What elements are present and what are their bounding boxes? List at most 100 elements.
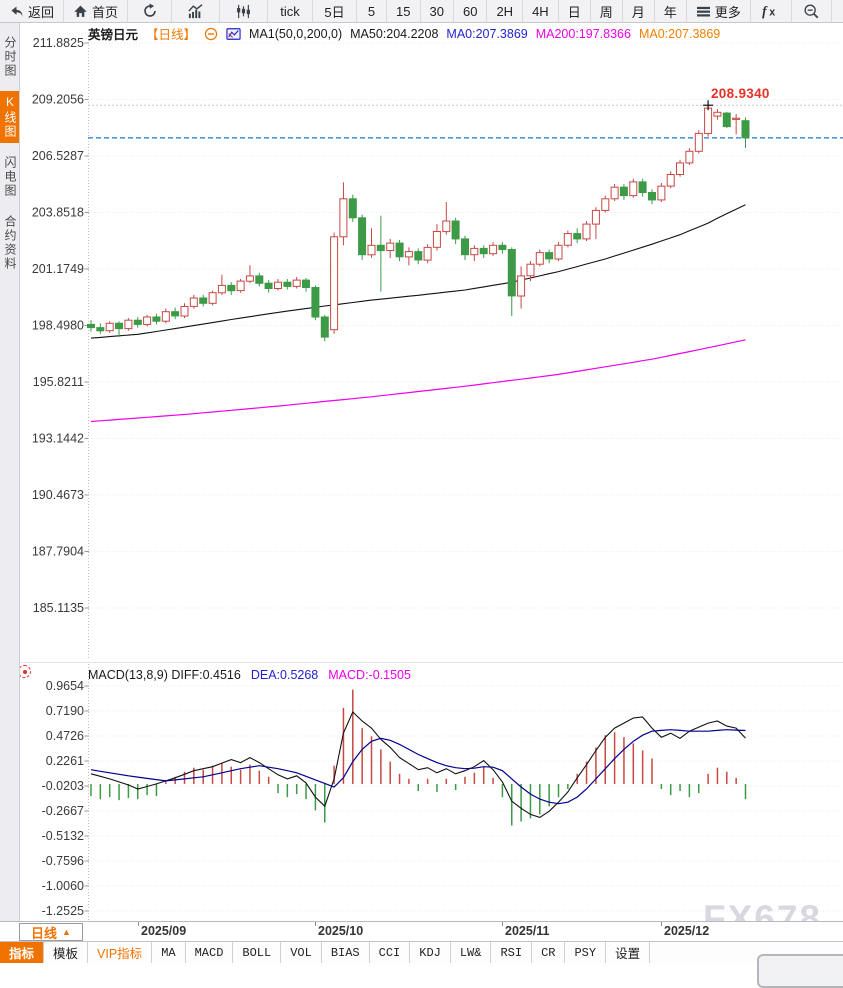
menu-icon (696, 5, 711, 18)
period-15-button[interactable]: 15 (387, 0, 420, 22)
tab-cr[interactable]: CR (532, 942, 565, 963)
svg-text:190.4673: 190.4673 (32, 488, 84, 502)
more-button[interactable]: 更多 (687, 0, 751, 22)
tab-settings[interactable]: 设置 (606, 942, 650, 963)
period-60-button[interactable]: 60 (454, 0, 487, 22)
sidebar-item-lightning-chart[interactable]: 闪电图 (0, 152, 19, 202)
period-month-button[interactable]: 月 (623, 0, 655, 22)
period-2h-button[interactable]: 2H (487, 0, 523, 22)
chevron-up-icon: ▲ (62, 928, 71, 937)
period-tick-button[interactable]: tick (268, 0, 313, 22)
toolbar-item-label: 2H (496, 4, 513, 19)
macd-chart-plot[interactable] (88, 664, 843, 920)
period-day-button[interactable]: 日 (559, 0, 591, 22)
tab-psy[interactable]: PSY (565, 942, 606, 963)
svg-text:206.5287: 206.5287 (32, 149, 84, 163)
month-label: 2025/11 (505, 924, 550, 938)
collapse-icon[interactable] (204, 27, 218, 41)
svg-text:185.1135: 185.1135 (33, 601, 84, 615)
sidebar-item-kline-chart[interactable]: K线图 (0, 91, 19, 143)
tab-ma[interactable]: MA (152, 942, 185, 963)
toolbar-item-label: 5日 (324, 2, 344, 21)
refresh-button[interactable] (128, 0, 172, 22)
svg-text:x: x (769, 6, 775, 18)
svg-text:0.4726: 0.4726 (46, 729, 84, 743)
svg-text:-1.2525: -1.2525 (42, 904, 84, 918)
toolbar-item-label: 周 (600, 2, 613, 21)
tab-bias[interactable]: BIAS (322, 942, 370, 963)
home-icon (73, 4, 88, 19)
toolbar-item-label: 日 (568, 2, 581, 21)
legend-segment: MA1(50,0,200,0) (249, 27, 342, 41)
tab-indicator[interactable]: 指标 (0, 942, 44, 963)
chart-type-sidebar: 分时图 K线图闪电图合约资料 (0, 23, 20, 921)
candlestick-icon (235, 4, 252, 19)
svg-text:203.8518: 203.8518 (32, 206, 84, 220)
legend-segment: MA0:207.3869 (639, 27, 720, 41)
period-5-button[interactable]: 5 (357, 0, 387, 22)
tab-vip-indicator[interactable]: VIP指标 (88, 942, 152, 963)
legend-segment: MACD(13,8,9) DIFF:0.4516 (88, 668, 241, 682)
tab-cci[interactable]: CCI (370, 942, 411, 963)
price-chart-plot[interactable] (88, 38, 843, 658)
svg-text:211.8825: 211.8825 (33, 36, 84, 50)
legend-segment: 【日线】 (146, 24, 196, 43)
period-selector[interactable]: 日线 ▲ (19, 923, 83, 941)
toolbar-item-label: 5 (368, 4, 375, 19)
toolbar-item-label: 返回 (28, 2, 54, 21)
sidebar-item-contract-info[interactable]: 合约资料 (0, 211, 19, 275)
svg-text:-0.0203: -0.0203 (42, 779, 84, 793)
svg-text:-0.5132: -0.5132 (42, 829, 84, 843)
period-4h-button[interactable]: 4H (523, 0, 559, 22)
period-5d-button[interactable]: 5日 (313, 0, 357, 22)
back-button[interactable]: 返回 (0, 0, 64, 22)
month-label: 2025/10 (318, 924, 363, 938)
tab-lw[interactable]: LW& (451, 942, 492, 963)
period-year-button[interactable]: 年 (655, 0, 687, 22)
svg-text:-0.7596: -0.7596 (42, 854, 84, 868)
tab-vol[interactable]: VOL (281, 942, 322, 963)
toolbar-item-label: 30 (430, 4, 444, 19)
svg-text:-1.0060: -1.0060 (42, 879, 84, 893)
zoom-out-icon (803, 3, 820, 20)
svg-text:193.1442: 193.1442 (32, 432, 84, 446)
toolbar-item-label: 年 (664, 2, 677, 21)
period-selector-label: 日线 (31, 923, 57, 942)
tab-template[interactable]: 模板 (44, 942, 88, 963)
tab-kdj[interactable]: KDJ (410, 942, 451, 963)
svg-text:0.9654: 0.9654 (46, 679, 84, 693)
back-arrow-icon (9, 4, 24, 19)
area-chart-button[interactable] (172, 0, 220, 22)
legend-segment: MACD:-0.1505 (328, 668, 411, 682)
corner-panel (757, 954, 843, 988)
sidebar-item-time-chart[interactable]: 分时图 (0, 32, 19, 82)
toolbar-item-label: 4H (532, 4, 549, 19)
toolbar-item-label: 60 (463, 4, 477, 19)
tab-macd[interactable]: MACD (186, 942, 234, 963)
tab-rsi[interactable]: RSI (491, 942, 532, 963)
tab-boll[interactable]: BOLL (233, 942, 281, 963)
sunburst-dot (23, 670, 27, 674)
zoom-in-button[interactable] (832, 0, 843, 22)
month-tick (661, 922, 662, 926)
toolbar-item-label: 首页 (92, 2, 118, 21)
svg-text:198.4980: 198.4980 (32, 319, 84, 333)
zoom-out-button[interactable] (792, 0, 832, 22)
period-week-button[interactable]: 周 (591, 0, 623, 22)
area-chart-icon (187, 4, 204, 19)
toolbar-item-label: 15 (396, 4, 410, 19)
high-price-label: 208.9340 (711, 86, 770, 101)
candlestick-chart-button[interactable] (220, 0, 268, 22)
refresh-icon (142, 3, 158, 19)
svg-text:195.8211: 195.8211 (33, 375, 84, 389)
month-tick (315, 922, 316, 926)
period-30-button[interactable]: 30 (421, 0, 454, 22)
svg-text:187.7904: 187.7904 (32, 545, 84, 559)
home-button[interactable]: 首页 (64, 0, 128, 22)
